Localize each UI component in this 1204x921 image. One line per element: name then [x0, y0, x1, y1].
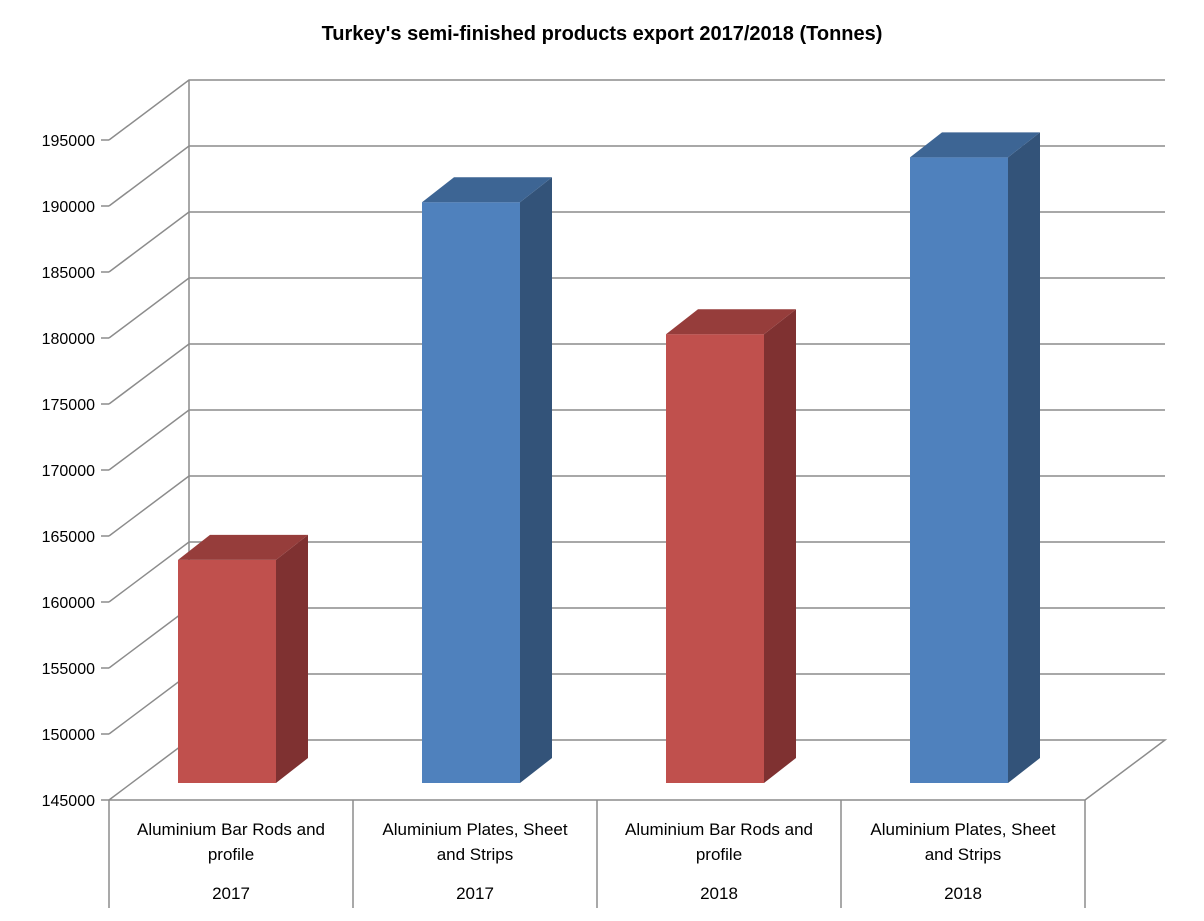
- bar: [910, 132, 1040, 783]
- floor-outline: [108, 739, 1168, 801]
- y-tick-label: 190000: [42, 199, 95, 216]
- y-axis-tick-labels: 145000 150000 155000 160000 165000 170000 1750…: [42, 133, 95, 810]
- chart-title: Turkey's semi-finished products export 2…: [322, 23, 883, 45]
- bar-front: [422, 202, 520, 783]
- bar-front: [666, 334, 764, 783]
- x-category-label: profile: [696, 845, 742, 864]
- gridline: [108, 277, 1165, 339]
- bar-top: [178, 534, 308, 560]
- gridline: [108, 409, 1165, 471]
- gridline: [108, 145, 1165, 207]
- gridline: [108, 343, 1165, 405]
- x-year-label: 2018: [944, 884, 982, 903]
- x-category-label: Aluminium Plates, Sheet: [870, 820, 1055, 839]
- y-tick-label: 160000: [42, 595, 95, 612]
- y-tick-label: 150000: [42, 727, 95, 744]
- bar-top: [422, 177, 552, 203]
- x-year-label: 2017: [212, 884, 250, 903]
- x-category-label: and Strips: [925, 845, 1002, 864]
- bar: [178, 534, 308, 783]
- x-category-label: profile: [208, 845, 254, 864]
- bar-side: [276, 534, 308, 783]
- bar-side: [1008, 132, 1040, 783]
- bar-side: [520, 177, 552, 783]
- y-tick-label: 185000: [42, 265, 95, 282]
- y-tick-label: 180000: [42, 331, 95, 348]
- x-category-label: Aluminium Plates, Sheet: [382, 820, 567, 839]
- gridline: [108, 541, 1165, 603]
- y-tick-label: 195000: [42, 133, 95, 150]
- bar: [666, 309, 796, 783]
- gridline: [108, 211, 1165, 273]
- gridline: [108, 79, 1165, 141]
- y-tick-label: 175000: [42, 397, 95, 414]
- bar: [422, 177, 552, 783]
- x-year-label: 2017: [456, 884, 494, 903]
- y-tick-label: 145000: [42, 793, 95, 810]
- x-category-label: Aluminium Bar Rods and: [625, 820, 813, 839]
- y-tick-label: 165000: [42, 529, 95, 546]
- bars: [178, 132, 1040, 783]
- bar-front: [178, 559, 276, 783]
- bar-top: [910, 132, 1040, 158]
- gridline: [108, 475, 1165, 537]
- y-tick-label: 170000: [42, 463, 95, 480]
- bar-front: [910, 157, 1008, 783]
- bar-top: [666, 309, 796, 335]
- x-category-label: and Strips: [437, 845, 514, 864]
- bar-side: [764, 309, 796, 783]
- x-year-label: 2018: [700, 884, 738, 903]
- x-category-label: Aluminium Bar Rods and: [137, 820, 325, 839]
- x-axis-category-labels: Aluminium Bar Rods and profile 2017 Alumini…: [108, 800, 1086, 908]
- y-tick-label: 155000: [42, 661, 95, 678]
